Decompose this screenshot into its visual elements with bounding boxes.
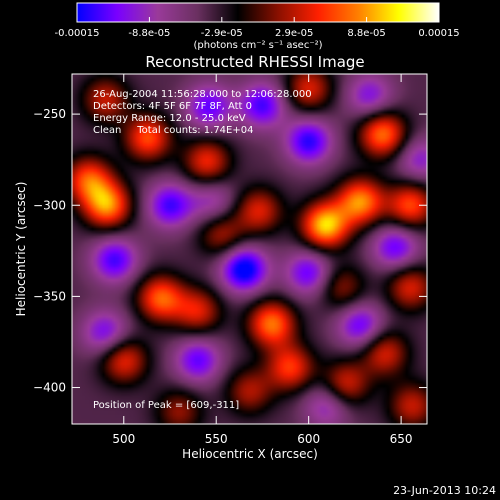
- colorbar-unit-label: (photons cm⁻² s⁻¹ asec⁻²): [193, 40, 322, 51]
- x-axis: 500 550 600 650: [112, 74, 413, 446]
- x-tick-label: 650: [390, 432, 413, 446]
- y-axis: −250 −300 −350 −400: [33, 107, 427, 395]
- colorbar-tick-label: 2.9e-05: [275, 28, 313, 39]
- y-tick-label: −300: [33, 198, 66, 212]
- y-tick-label: −400: [33, 381, 66, 395]
- colorbar-tick-label: -0.00015: [55, 28, 100, 39]
- annotation-time-range: 26-Aug-2004 11:56:28.000 to 12:06:28.000: [93, 89, 312, 100]
- y-tick-label: −350: [33, 289, 66, 303]
- y-axis-title: Heliocentric Y (arcsec): [14, 182, 28, 317]
- heatmap-image: [72, 74, 427, 424]
- annotation-peak-position: Position of Peak = [609,-311]: [93, 400, 239, 411]
- plot-area: 500 550 600 650 −250 −300 −350 −400: [33, 73, 428, 446]
- x-tick-label: 500: [112, 432, 135, 446]
- plot-frame: [71, 73, 428, 425]
- colorbar-tick-label: -2.9e-05: [201, 28, 243, 39]
- colorbar-tick-label: 8.8e-05: [347, 28, 385, 39]
- annotation-clean-counts: Clean Total counts: 1.74E+04: [93, 125, 253, 136]
- colorbar-tick-label: -8.8e-05: [128, 28, 170, 39]
- x-axis-title: Heliocentric X (arcsec): [182, 447, 318, 461]
- chart-title: Reconstructed RHESSI Image: [145, 53, 364, 71]
- colorbar-tick-label: 0.00015: [418, 28, 459, 39]
- annotation-detectors: Detectors: 4F 5F 6F 7F 8F, Att 0: [93, 101, 252, 112]
- colorbar-ticks: [76, 17, 440, 22]
- y-tick-label: −250: [33, 107, 66, 121]
- x-tick-label: 550: [205, 432, 228, 446]
- colorbar: -0.00015 -8.8e-05 -2.9e-05 2.9e-05 8.8e-05 0.…: [55, 2, 460, 51]
- x-tick-label: 600: [297, 432, 320, 446]
- colorbar-tick-labels: -0.00015 -8.8e-05 -2.9e-05 2.9e-05 8.8e-05 0.…: [55, 28, 460, 39]
- colorbar-gradient: [76, 2, 440, 23]
- footer-date: 23-Jun-2013 10:24: [393, 484, 496, 497]
- annotation-energy-range: Energy Range: 12.0 - 25.0 keV: [93, 113, 246, 124]
- annotations: 26-Aug-2004 11:56:28.000 to 12:06:28.000…: [93, 89, 312, 411]
